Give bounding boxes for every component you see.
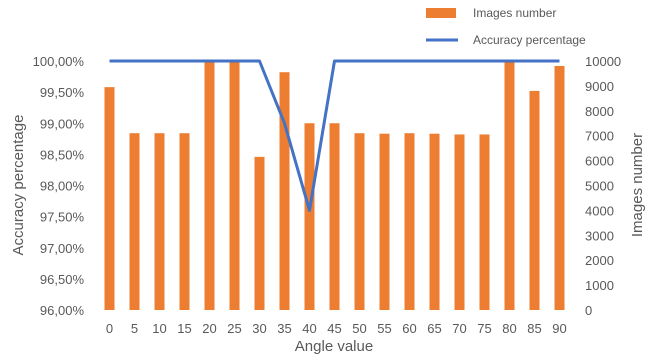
right-tick-label: 1000: [585, 278, 614, 293]
x-tick-label: 55: [377, 321, 391, 336]
bar-5: [129, 133, 140, 310]
x-tick-label: 60: [402, 321, 416, 336]
left-axis-ticks: 96,00% 96,50% 97,00% 97,50% 98,00% 98,50% 99,0…: [33, 54, 85, 318]
left-tick-label: 99,00%: [40, 116, 85, 131]
line-layer: [109, 59, 560, 212]
bar-30: [254, 156, 265, 310]
accuracy-line: [109, 59, 560, 212]
x-axis-title: Angle value: [295, 338, 373, 355]
left-tick-label: 98,00%: [40, 179, 85, 194]
left-tick-label: 97,50%: [40, 210, 85, 225]
right-tick-label: 5000: [585, 179, 614, 194]
x-tick-label: 35: [277, 321, 291, 336]
right-tick-label: 0: [585, 303, 592, 318]
x-tick-label: 30: [252, 321, 266, 336]
bar-45: [329, 123, 340, 310]
legend-bar-swatch: [426, 8, 456, 18]
left-tick-label: 98,50%: [40, 147, 85, 162]
bar-60: [404, 133, 415, 310]
x-tick-label: 15: [177, 321, 191, 336]
x-tick-label: 75: [477, 321, 491, 336]
x-tick-label: 0: [106, 321, 113, 336]
left-tick-label: 100,00%: [33, 54, 85, 69]
bar-40: [304, 123, 315, 310]
x-tick-label: 10: [152, 321, 166, 336]
bar-0: [104, 87, 115, 311]
right-tick-label: 2000: [585, 253, 614, 268]
left-tick-label: 96,50%: [40, 272, 85, 287]
bar-25: [229, 61, 240, 310]
bar-10: [154, 133, 165, 310]
right-axis-ticks: 0 1000 2000 3000 4000 5000 6000 7000 8000 9000 100…: [585, 54, 621, 318]
right-tick-label: 9000: [585, 79, 614, 94]
x-tick-label: 5: [131, 321, 138, 336]
x-tick-label: 85: [527, 321, 541, 336]
legend-line-label: Accuracy percentage: [473, 33, 586, 47]
x-tick-label: 25: [227, 321, 241, 336]
x-tick-label: 65: [427, 321, 441, 336]
x-tick-label: 80: [502, 321, 516, 336]
bar-20: [204, 61, 215, 310]
right-tick-label: 10000: [585, 54, 621, 69]
right-tick-label: 7000: [585, 129, 614, 144]
left-tick-label: 96,00%: [40, 303, 85, 318]
legend: Images number Accuracy percentage: [426, 6, 586, 47]
right-tick-label: 6000: [585, 154, 614, 169]
left-axis-title: Accuracy percentage: [10, 115, 27, 256]
bar-85: [529, 90, 540, 310]
bar-65: [429, 133, 440, 310]
x-tick-label: 40: [302, 321, 316, 336]
x-tick-label: 50: [352, 321, 366, 336]
x-tick-label: 70: [452, 321, 466, 336]
bar-70: [454, 134, 465, 310]
right-tick-label: 8000: [585, 104, 614, 119]
right-tick-label: 3000: [585, 228, 614, 243]
x-tick-label: 20: [202, 321, 216, 336]
x-axis-ticks: 0 5 10 15 20 25 30 35 40 45 50 55 60 65 70 75 80 85 90: [106, 321, 567, 336]
bar-35: [279, 72, 290, 310]
bar-15: [179, 133, 190, 310]
bar-50: [354, 133, 365, 310]
legend-bar-label: Images number: [473, 6, 556, 20]
bar-55: [379, 133, 390, 310]
bars-layer: [104, 61, 565, 311]
right-tick-label: 4000: [585, 203, 614, 218]
right-axis-title: Images number: [629, 133, 646, 237]
left-tick-label: 99,50%: [40, 85, 85, 100]
left-tick-label: 97,00%: [40, 241, 85, 256]
bar-80: [504, 61, 515, 310]
x-tick-label: 90: [552, 321, 566, 336]
bar-75: [479, 134, 490, 310]
x-tick-label: 45: [327, 321, 341, 336]
bar-90: [554, 65, 565, 310]
